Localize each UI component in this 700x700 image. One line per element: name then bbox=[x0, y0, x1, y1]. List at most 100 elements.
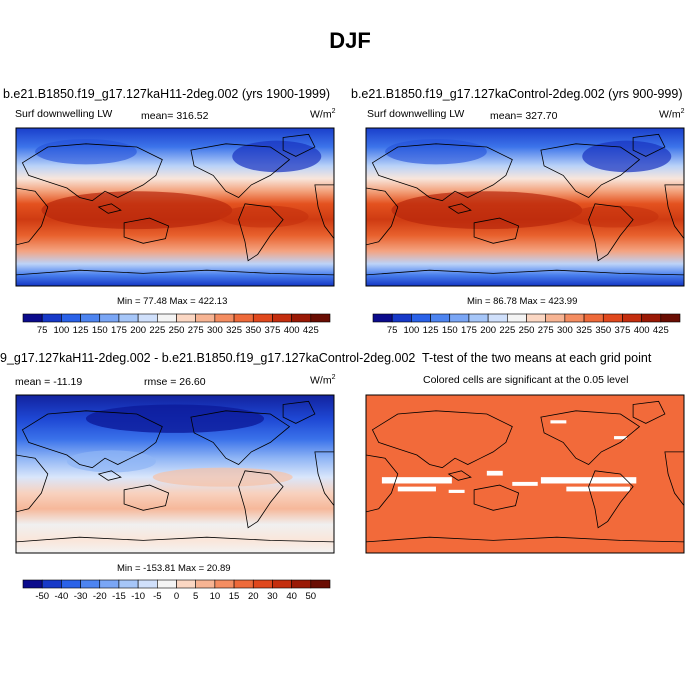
coastline bbox=[540, 143, 641, 198]
coastline bbox=[473, 217, 520, 244]
colorbar-tick-label: 375 bbox=[265, 325, 281, 336]
panel1-variable: Surf downwelling LW bbox=[15, 108, 113, 120]
colorbar-swatch bbox=[272, 313, 292, 323]
colorbar-swatch bbox=[22, 579, 43, 589]
colorbar-tick-label: 10 bbox=[210, 591, 221, 602]
colorbar-tick-label: 250 bbox=[519, 325, 535, 336]
colorbar-tick-label: 250 bbox=[169, 325, 185, 336]
map-cold-region bbox=[385, 139, 487, 165]
map-panel-4 bbox=[366, 395, 684, 553]
colorbar-swatch bbox=[487, 313, 508, 323]
colorbar-swatch bbox=[214, 579, 235, 589]
colorbar-swatch bbox=[176, 579, 196, 589]
insignificant-patch bbox=[381, 477, 452, 484]
colorbar-swatch bbox=[641, 313, 662, 323]
colorbar-swatch bbox=[80, 579, 101, 589]
colorbar-tick-label: 125 bbox=[73, 325, 89, 336]
colorbar-swatch bbox=[391, 313, 412, 323]
panel4-subtitle: Colored cells are significant at the 0.0… bbox=[423, 374, 629, 386]
colorbar-swatch bbox=[430, 313, 451, 323]
coastline bbox=[366, 454, 399, 513]
panel3-mean: mean = -11.19 bbox=[15, 376, 83, 388]
coastline bbox=[16, 454, 49, 513]
map-warm-region bbox=[219, 205, 309, 228]
coastline bbox=[366, 187, 399, 246]
insignificant-patch bbox=[540, 477, 637, 484]
coastline bbox=[371, 143, 513, 202]
colorbar-tick-label: 225 bbox=[499, 325, 515, 336]
coastline bbox=[473, 484, 520, 511]
map-panel-1 bbox=[16, 128, 334, 286]
map-frame bbox=[15, 127, 335, 287]
colorbar-swatch bbox=[252, 313, 273, 323]
map-cold-region bbox=[232, 140, 322, 173]
colorbar-tick-label: 200 bbox=[130, 325, 146, 336]
colorbar-swatch bbox=[22, 313, 43, 323]
colorbar-swatch bbox=[411, 313, 431, 323]
colorbar-swatch bbox=[157, 579, 177, 589]
panel1-minmax: Min = 77.48 Max = 422.13 bbox=[117, 296, 228, 307]
insignificant-patch bbox=[448, 489, 465, 493]
colorbar-tick-label: 400 bbox=[634, 325, 650, 336]
colorbar-tick-label: 350 bbox=[595, 325, 611, 336]
panel2-units: W/m2 bbox=[659, 108, 685, 121]
map-warm-region bbox=[152, 467, 293, 487]
coastline bbox=[238, 203, 284, 262]
colorbar-tick-label: -20 bbox=[93, 591, 107, 602]
coastline bbox=[366, 269, 684, 286]
colorbar-tick-label: 5 bbox=[193, 591, 198, 602]
colorbar-swatch bbox=[41, 313, 62, 323]
colorbar-tick-label: -15 bbox=[112, 591, 126, 602]
panel1-title: b.e21.B1850.f19_g17.127kaH11-2deg.002 (y… bbox=[3, 87, 331, 101]
coastline bbox=[238, 470, 284, 529]
colorbar-swatch bbox=[214, 313, 235, 323]
coastline bbox=[97, 203, 122, 214]
colorbar-swatch bbox=[176, 313, 196, 323]
colorbar-tick-label: 275 bbox=[188, 325, 204, 336]
insignificant-patch bbox=[566, 486, 630, 492]
insignificant-patch bbox=[397, 486, 436, 492]
panel2-minmax: Min = 86.78 Max = 423.99 bbox=[467, 296, 578, 307]
colorbar-swatch bbox=[583, 313, 604, 323]
colorbar-tick-label: 20 bbox=[248, 591, 259, 602]
coastline bbox=[16, 269, 334, 286]
colorbar-tick-label: 150 bbox=[92, 325, 108, 336]
colorbar-swatch bbox=[622, 313, 642, 323]
map-frame bbox=[365, 127, 685, 287]
colorbar-tick-label: -30 bbox=[74, 591, 88, 602]
colorbar-swatch bbox=[80, 313, 101, 323]
map-warm-pool bbox=[41, 191, 233, 230]
colorbar-swatch bbox=[118, 313, 139, 323]
colorbar-tick-label: 100 bbox=[53, 325, 69, 336]
colorbar-swatch bbox=[137, 579, 158, 589]
colorbar-tick-label: 225 bbox=[149, 325, 165, 336]
colorbar-tick-label: 75 bbox=[387, 325, 398, 336]
colorbar-tick-label: 150 bbox=[442, 325, 458, 336]
panel3-rmse: rmse = 26.60 bbox=[144, 376, 206, 388]
colorbar-tick-label: 50 bbox=[306, 591, 317, 602]
coastline bbox=[123, 484, 170, 511]
coastline bbox=[282, 133, 316, 157]
colorbar-swatch bbox=[61, 579, 81, 589]
colorbar-tick-label: 40 bbox=[286, 591, 297, 602]
colorbar-tick-label: 300 bbox=[557, 325, 573, 336]
colorbar-swatch bbox=[468, 313, 489, 323]
coastline bbox=[632, 133, 666, 157]
colorbar-tick-label: 325 bbox=[576, 325, 592, 336]
map-panel-2 bbox=[366, 128, 684, 286]
panel3-title: 9_g17.127kaH11-2deg.002 - b.e21.B1850.f1… bbox=[0, 351, 416, 365]
colorbar-tick-label: 275 bbox=[538, 325, 554, 336]
panel2-mean: mean= 327.70 bbox=[490, 110, 558, 122]
coastline bbox=[282, 400, 316, 424]
colorbar-tick-label: 0 bbox=[174, 591, 179, 602]
colorbar-swatch bbox=[310, 313, 331, 323]
colorbar-tick-label: -5 bbox=[153, 591, 161, 602]
map-panel-3 bbox=[16, 395, 334, 553]
colorbar-swatch bbox=[137, 313, 158, 323]
coastline bbox=[123, 217, 170, 244]
colorbar-tick-label: 325 bbox=[226, 325, 242, 336]
colorbar-swatch bbox=[252, 579, 273, 589]
colorbar-tick-label: 125 bbox=[423, 325, 439, 336]
colorbar-swatch bbox=[291, 579, 312, 589]
coastline bbox=[366, 536, 684, 553]
